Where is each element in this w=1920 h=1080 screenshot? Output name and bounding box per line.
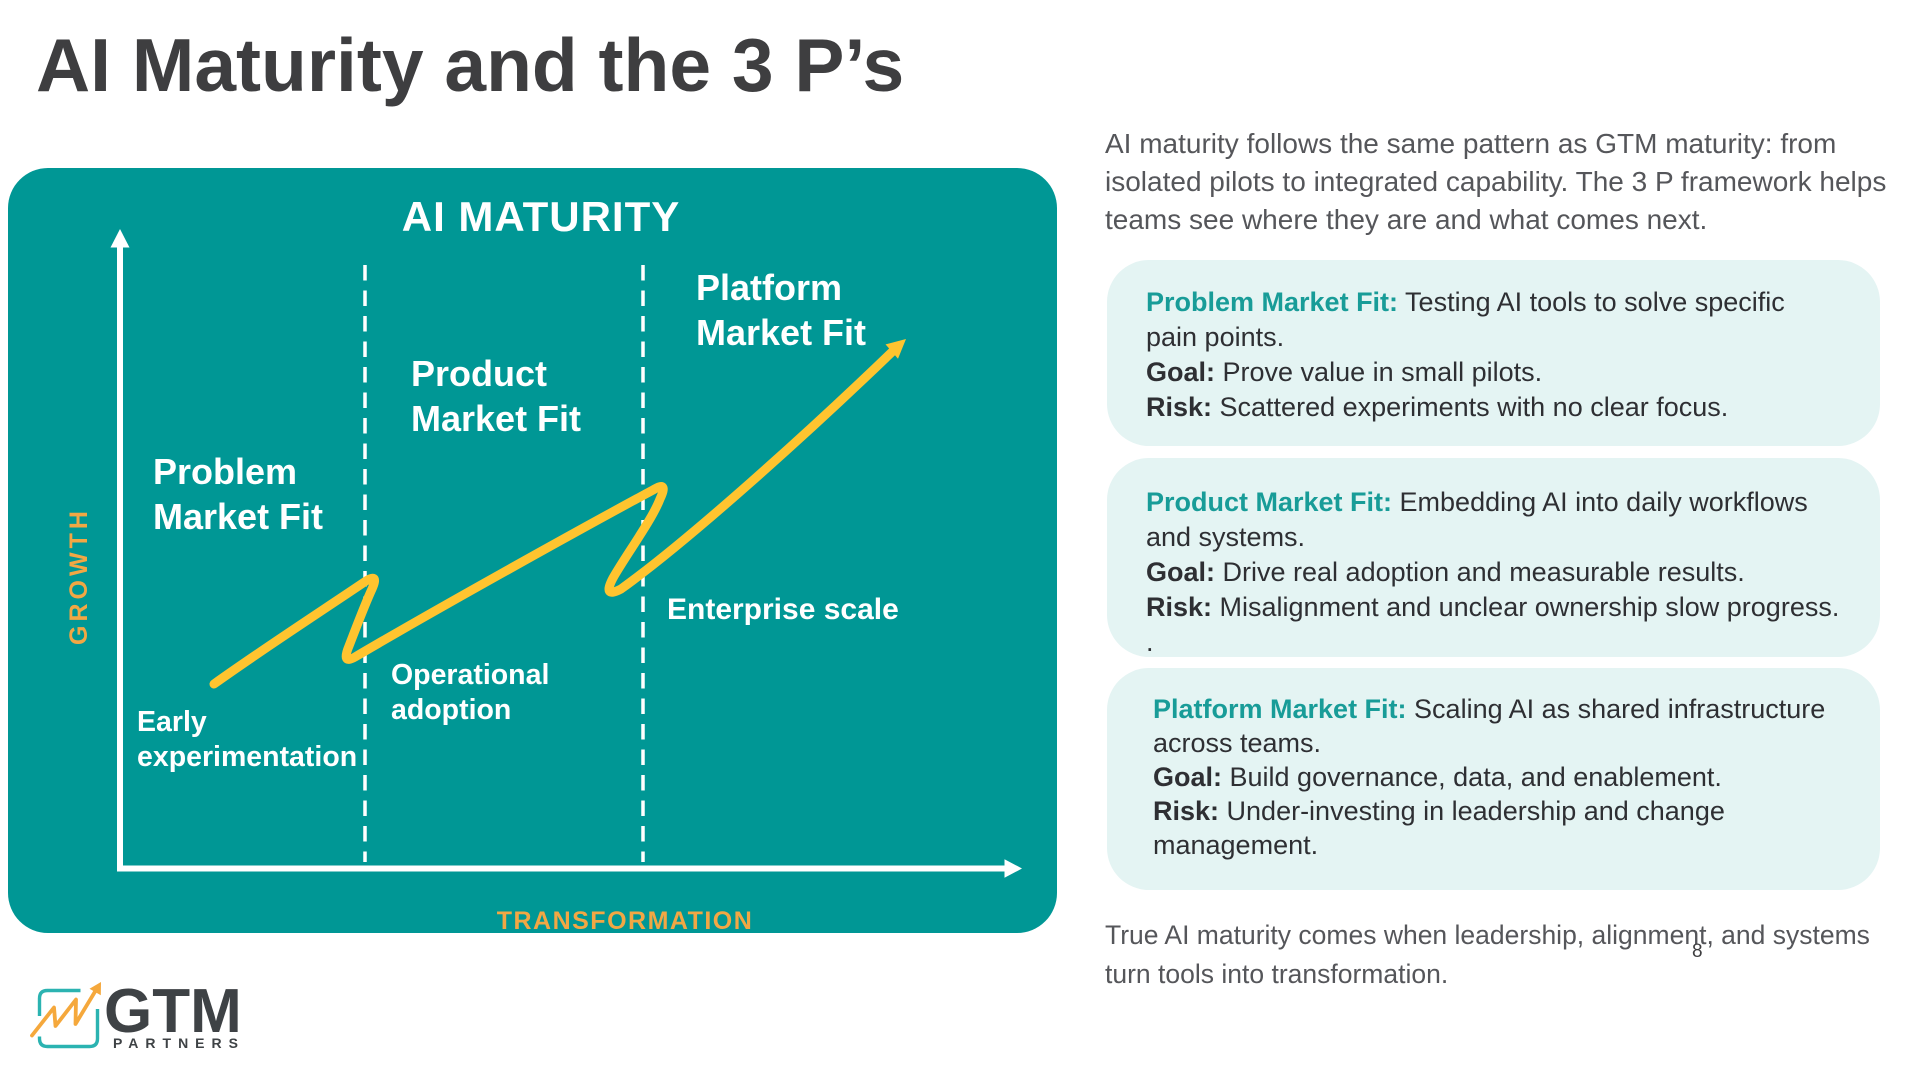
svg-text:GTM: GTM xyxy=(104,977,242,1046)
svg-text:PARTNERS: PARTNERS xyxy=(113,1035,245,1051)
